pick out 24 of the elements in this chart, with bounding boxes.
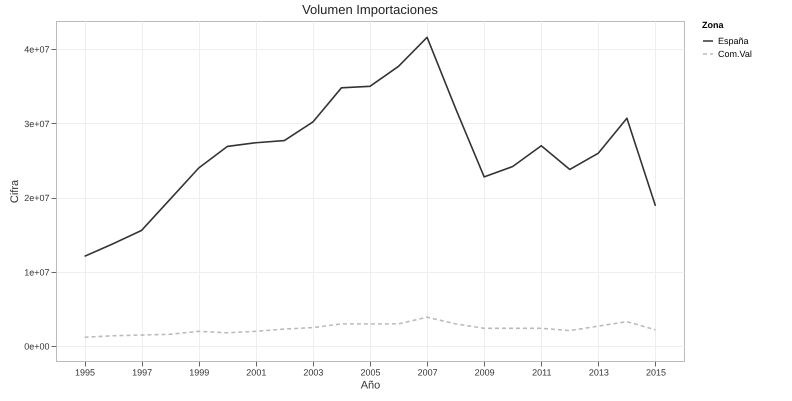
line-series: [84, 36, 656, 258]
x-tick-label: 2011: [532, 368, 552, 378]
y-tick-label: 3e+07: [24, 118, 50, 129]
y-tick-label: 2e+07: [24, 193, 50, 204]
x-tick-label: 2001: [246, 368, 266, 378]
x-tick-label: 2009: [474, 368, 495, 378]
legend-label: España: [718, 36, 749, 46]
x-tick-label: 2005: [360, 368, 381, 378]
y-tick-label: 4e+07: [24, 44, 50, 55]
x-tick-label: 2015: [646, 368, 666, 378]
line-series: [84, 316, 656, 338]
x-tick-label: 1997: [132, 368, 152, 378]
x-tick-label: 1999: [189, 368, 210, 378]
chart-title: Volumen Importaciones: [302, 2, 438, 17]
y-axis-title: Cifra: [9, 179, 22, 204]
legend-label: Com.Val: [718, 49, 752, 59]
x-tick-label: 1995: [75, 368, 96, 378]
y-tick-label: 1e+07: [24, 267, 50, 278]
legend-title: Zona: [702, 20, 724, 30]
x-tick-label: 2003: [303, 368, 324, 378]
x-tick-label: 2013: [588, 368, 609, 378]
y-tick-label: 0e+00: [24, 342, 50, 352]
x-axis-title: Año: [360, 380, 380, 392]
x-tick-label: 2007: [418, 368, 438, 378]
